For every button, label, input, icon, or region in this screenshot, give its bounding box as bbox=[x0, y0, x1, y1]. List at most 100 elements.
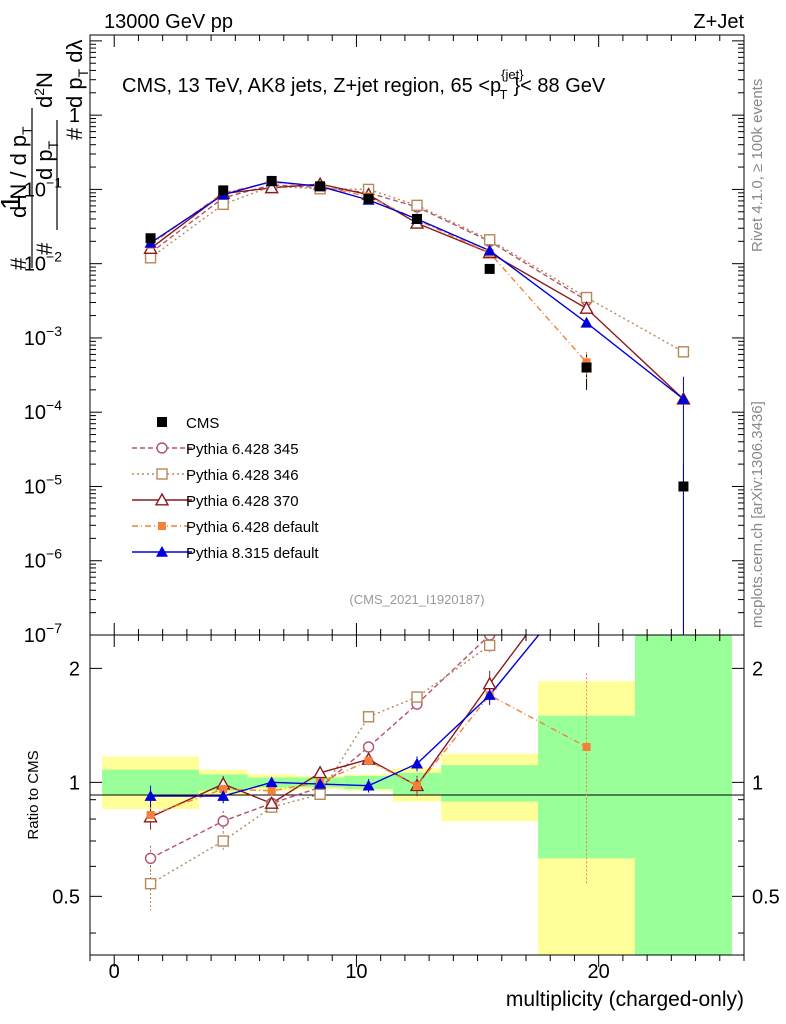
series-point bbox=[264, 180, 279, 194]
data-point bbox=[145, 233, 156, 244]
main-series bbox=[143, 175, 691, 635]
legend-label: CMS bbox=[186, 415, 219, 432]
y-tick-label: 10−7 bbox=[24, 620, 62, 647]
ratio-line bbox=[150, 644, 491, 885]
ratio-point bbox=[144, 790, 157, 801]
ratio-point bbox=[364, 756, 373, 765]
ratio-point bbox=[219, 785, 228, 794]
data-point bbox=[484, 263, 495, 274]
ratio-point bbox=[362, 741, 375, 753]
y-tick-exponent: −6 bbox=[46, 546, 62, 562]
svg-text:#: # bbox=[32, 242, 57, 255]
legend: CMS Pythia 6.428 345 Pythia 6.428 346 Pythi… bbox=[132, 415, 319, 562]
x-tick-label: 0 bbox=[109, 961, 120, 983]
ratio-point bbox=[144, 877, 157, 890]
legend-marker bbox=[156, 442, 168, 454]
ratio-point bbox=[482, 676, 497, 690]
data-point bbox=[412, 213, 422, 224]
ratio-tick-label-right: 2 bbox=[752, 658, 763, 680]
band-inner bbox=[441, 765, 539, 802]
legend-marker bbox=[158, 522, 166, 530]
data-point bbox=[581, 362, 592, 373]
analysis-tag: (CMS_2021_I1920187) bbox=[349, 592, 484, 607]
data-point bbox=[678, 481, 689, 492]
svg-text:#: # bbox=[6, 257, 31, 270]
legend-label: Pythia 6.428 345 bbox=[186, 441, 299, 458]
ratio-line bbox=[150, 635, 491, 859]
series-point bbox=[579, 300, 594, 314]
ratio-point bbox=[411, 757, 423, 769]
series-line bbox=[150, 181, 588, 363]
y-tick-label: 10−3 bbox=[24, 323, 62, 350]
y-tick-label: 10−4 bbox=[24, 397, 62, 424]
y-tick-label: 10−1 bbox=[24, 174, 62, 201]
series-point bbox=[580, 316, 593, 328]
ratio-point bbox=[483, 689, 496, 700]
ratio-panel: 0.5 0.5 1 1 2 2 0 10 20 Ratio to CMS multiplici… bbox=[25, 35, 780, 1011]
svg-text:d N / d pT: d N / d pT bbox=[6, 126, 35, 218]
ratio-tick-label-right: 0.5 bbox=[752, 886, 780, 908]
ratio-tick-label-left: 1 bbox=[69, 772, 80, 794]
x-tick-label: 20 bbox=[588, 961, 610, 983]
ratio-point bbox=[483, 639, 496, 652]
ratio-series bbox=[143, 635, 591, 911]
ratio-point bbox=[314, 778, 327, 789]
data-point bbox=[315, 181, 326, 192]
y-tick-label: 1 bbox=[69, 105, 80, 127]
ratio-tick-label-left: 0.5 bbox=[52, 886, 80, 908]
data-point bbox=[363, 193, 374, 204]
series-line bbox=[150, 184, 587, 302]
legend-label: Pythia 6.428 346 bbox=[186, 467, 299, 484]
data-point bbox=[266, 175, 277, 186]
legend-label: Pythia 6.428 370 bbox=[186, 493, 299, 510]
legend-label: Pythia 6.428 default bbox=[186, 519, 319, 536]
legend-marker bbox=[156, 468, 168, 480]
ratio-point bbox=[413, 781, 421, 790]
x-axis-label: multiplicity (charged-only) bbox=[506, 988, 744, 1011]
series-point bbox=[582, 358, 591, 367]
ratio-point bbox=[312, 765, 328, 779]
ratio-frame bbox=[89, 634, 745, 956]
ratio-ylabel: Ratio to CMS bbox=[25, 750, 42, 839]
ratio-y-ticks: 0.5 0.5 1 1 2 2 bbox=[52, 658, 780, 934]
ratio-point bbox=[146, 810, 155, 819]
ratio-point bbox=[217, 815, 229, 827]
ratio-point bbox=[582, 742, 591, 751]
ratio-point bbox=[217, 790, 230, 801]
svg-text:d pT: d pT bbox=[32, 140, 61, 180]
legend-label: Pythia 8.315 default bbox=[186, 545, 319, 562]
x-axis-ticks: 0 10 20 bbox=[89, 35, 745, 983]
y-tick-label: 10−6 bbox=[24, 546, 62, 573]
legend-marker bbox=[156, 546, 168, 557]
main-panel: 10−710−610−510−410−310−210−11 CMS, 13 Te… bbox=[24, 34, 745, 647]
ratio-point bbox=[265, 776, 278, 788]
ratio-point bbox=[217, 835, 229, 847]
y-tick-exponent: −2 bbox=[46, 249, 62, 265]
ratio-point bbox=[314, 788, 326, 800]
ratio-point bbox=[362, 779, 375, 791]
y-tick-exponent: −4 bbox=[46, 397, 62, 413]
ratio-line bbox=[150, 635, 540, 797]
ratio-point bbox=[144, 852, 157, 865]
ratio-point bbox=[411, 691, 423, 703]
ratio-tick-label-left: 2 bbox=[69, 658, 80, 680]
legend-marker bbox=[157, 417, 167, 427]
ratio-line bbox=[150, 635, 528, 818]
legend-marker bbox=[154, 492, 170, 506]
ratio-point bbox=[264, 795, 279, 809]
svg-text:#: # bbox=[62, 127, 87, 140]
y-tick-label: 10−5 bbox=[24, 471, 62, 498]
data-point bbox=[218, 185, 229, 196]
y-tick-exponent: −5 bbox=[46, 471, 62, 487]
x-tick-label: 10 bbox=[345, 961, 367, 983]
series-point bbox=[483, 244, 496, 256]
chart-title: CMS, 13 TeV, AK8 jets, Z+jet region, 65 … bbox=[122, 67, 606, 102]
series-point bbox=[677, 346, 690, 358]
side-label-bottom: mcplots.cern.ch [arXiv:1306.3436] bbox=[749, 401, 766, 628]
ratio-tick-label-right: 1 bbox=[752, 772, 763, 794]
y-tick-exponent: −1 bbox=[46, 174, 62, 190]
main-y-ticks: 10−710−610−510−410−310−210−11 bbox=[24, 40, 744, 647]
main-ylabel: # d N / d pT 1 # d pT # d pT dλ d2N bbox=[0, 39, 91, 270]
ratio-clipped bbox=[143, 635, 591, 911]
